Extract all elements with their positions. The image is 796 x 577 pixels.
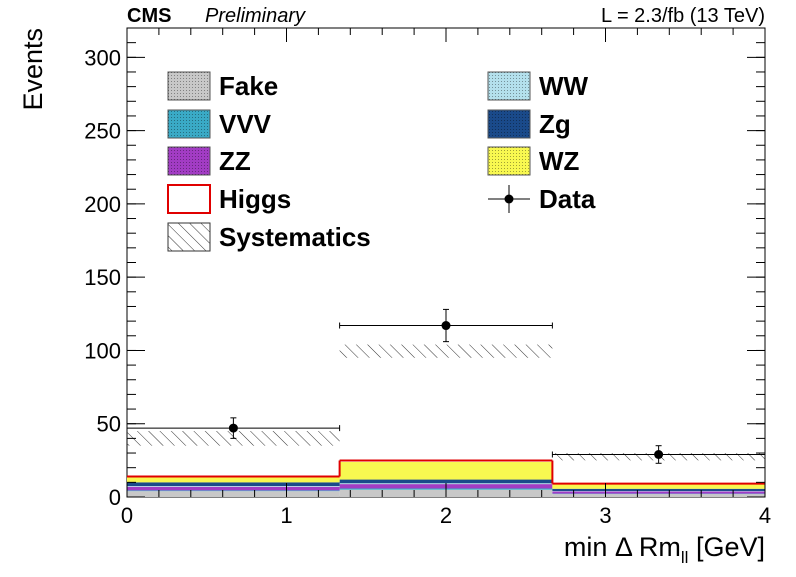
legend-vvv-label: VVV	[219, 109, 272, 139]
experiment-label: CMS	[127, 5, 171, 27]
legend-ww-label: WW	[539, 71, 589, 101]
bar-zg-1	[340, 480, 553, 484]
legend-ww-swatch-texture	[488, 72, 530, 100]
y-tick-label-4: 200	[84, 192, 121, 217]
x-axis-label-subscript: ll	[681, 548, 689, 567]
legend-systematics-label: Systematics	[219, 222, 371, 252]
y-tick-label-6: 300	[84, 45, 121, 70]
x-tick-label-2: 2	[440, 503, 452, 528]
legend-zg-swatch-texture	[488, 110, 530, 138]
x-axis-label-main: min Δ Rm	[564, 532, 681, 562]
legend-zz-swatch-texture	[168, 147, 210, 175]
data-point-1	[442, 321, 451, 330]
axes: 0 1 2 3 4 0 50 100 150 200 250 300	[84, 28, 771, 528]
data-point-2	[654, 450, 663, 459]
legend-fake-swatch-texture	[168, 72, 210, 100]
legend-data-marker	[505, 195, 514, 204]
x-tick-label-1: 1	[280, 503, 292, 528]
legend-higgs-swatch	[168, 185, 210, 213]
bar-zz-0	[127, 487, 340, 491]
legend-fake-label: Fake	[219, 71, 278, 101]
legend-higgs-label: Higgs	[219, 184, 291, 214]
x-tick-label-0: 0	[121, 503, 133, 528]
legend-wz-label: WZ	[539, 146, 580, 176]
legend: Fake WW VVV Zg ZZ WZ Higgs Data Systematics	[168, 71, 596, 252]
y-tick-label-3: 150	[84, 265, 121, 290]
y-axis-label: Events	[18, 28, 48, 111]
bar-wz-1	[340, 462, 553, 480]
legend-systematics-swatch	[168, 223, 210, 251]
y-tick-label-1: 50	[97, 412, 121, 437]
y-tick-label-5: 250	[84, 119, 121, 144]
status-label: Preliminary	[205, 5, 306, 27]
bar-zg-0	[127, 482, 340, 486]
legend-zz-label: ZZ	[219, 146, 251, 176]
legend-vvv-swatch-texture	[168, 110, 210, 138]
data-point-0	[229, 424, 238, 433]
systematics-band-1	[340, 345, 553, 358]
legend-data-label: Data	[539, 184, 596, 214]
legend-zg-label: Zg	[539, 109, 571, 139]
y-tick-label-0: 0	[109, 485, 121, 510]
systematics-bands	[127, 345, 765, 461]
x-axis-label: min Δ Rmll [GeV]	[564, 532, 765, 567]
bar-ww-0	[127, 486, 340, 487]
bar-wz-2	[552, 484, 765, 488]
bar-wz-0	[127, 477, 340, 482]
luminosity-label: L = 2.3/fb (13 TeV)	[601, 5, 765, 27]
legend-wz-swatch-texture	[488, 147, 530, 175]
y-tick-label-2: 100	[84, 338, 121, 363]
x-axis-label-unit: [GeV]	[688, 532, 765, 562]
x-tick-label-4: 4	[759, 503, 771, 528]
x-tick-label-3: 3	[599, 503, 611, 528]
